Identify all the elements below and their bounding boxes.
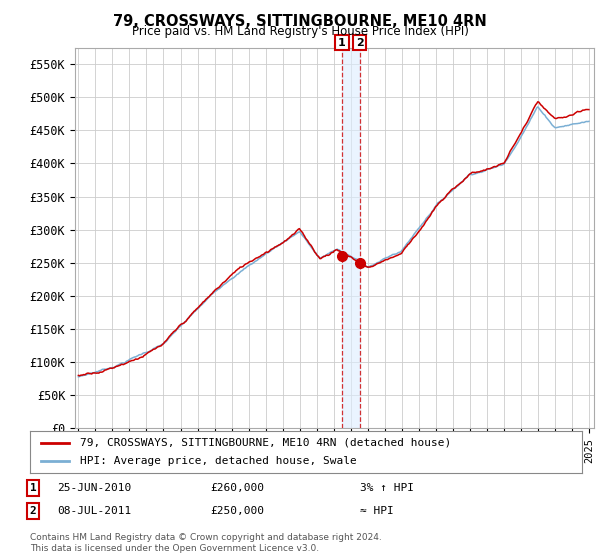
Text: 2: 2 <box>356 38 364 48</box>
Text: 2: 2 <box>29 506 37 516</box>
Text: 79, CROSSWAYS, SITTINGBOURNE, ME10 4RN: 79, CROSSWAYS, SITTINGBOURNE, ME10 4RN <box>113 14 487 29</box>
Text: Contains HM Land Registry data © Crown copyright and database right 2024.
This d: Contains HM Land Registry data © Crown c… <box>30 533 382 553</box>
Text: £260,000: £260,000 <box>210 483 264 493</box>
Text: 79, CROSSWAYS, SITTINGBOURNE, ME10 4RN (detached house): 79, CROSSWAYS, SITTINGBOURNE, ME10 4RN (… <box>80 438 451 448</box>
Text: 1: 1 <box>338 38 346 48</box>
Text: ≈ HPI: ≈ HPI <box>360 506 394 516</box>
Text: 25-JUN-2010: 25-JUN-2010 <box>57 483 131 493</box>
Text: Price paid vs. HM Land Registry's House Price Index (HPI): Price paid vs. HM Land Registry's House … <box>131 25 469 38</box>
Text: HPI: Average price, detached house, Swale: HPI: Average price, detached house, Swal… <box>80 456 356 466</box>
Text: 3% ↑ HPI: 3% ↑ HPI <box>360 483 414 493</box>
Text: 08-JUL-2011: 08-JUL-2011 <box>57 506 131 516</box>
Text: 1: 1 <box>29 483 37 493</box>
Text: £250,000: £250,000 <box>210 506 264 516</box>
Bar <box>342 48 359 428</box>
